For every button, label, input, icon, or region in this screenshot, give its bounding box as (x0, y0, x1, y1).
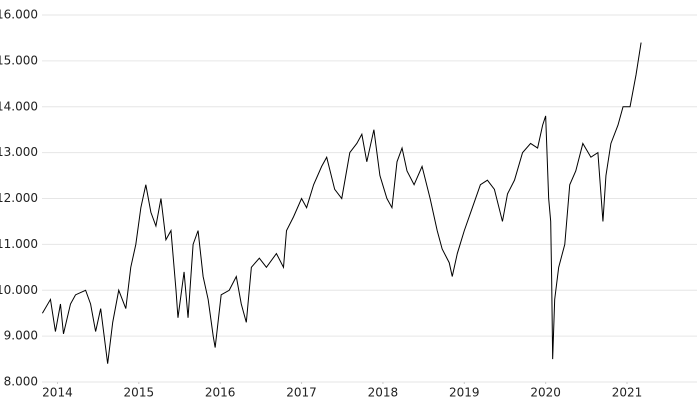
x-tick-label: 2015 (124, 386, 155, 400)
x-tick-label: 2017 (286, 386, 317, 400)
y-tick-label: 10.000 (0, 283, 38, 297)
x-tick-label: 2021 (612, 386, 643, 400)
y-tick-label: 8.000 (4, 375, 38, 389)
y-tick-label: 9.000 (4, 329, 38, 343)
y-tick-label: 12.000 (0, 191, 38, 205)
y-tick-label: 13.000 (0, 145, 38, 159)
x-tick-label: 2016 (205, 386, 236, 400)
y-tick-label: 11.000 (0, 237, 38, 251)
x-tick-label: 2018 (368, 386, 399, 400)
x-tick-label: 2020 (530, 386, 561, 400)
y-tick-label: 15.000 (0, 53, 38, 67)
x-tick-label: 2014 (42, 386, 73, 400)
y-tick-label: 14.000 (0, 99, 38, 113)
y-tick-label: 16.000 (0, 8, 38, 22)
price-line (41, 42, 642, 364)
x-tick-label: 2019 (449, 386, 480, 400)
